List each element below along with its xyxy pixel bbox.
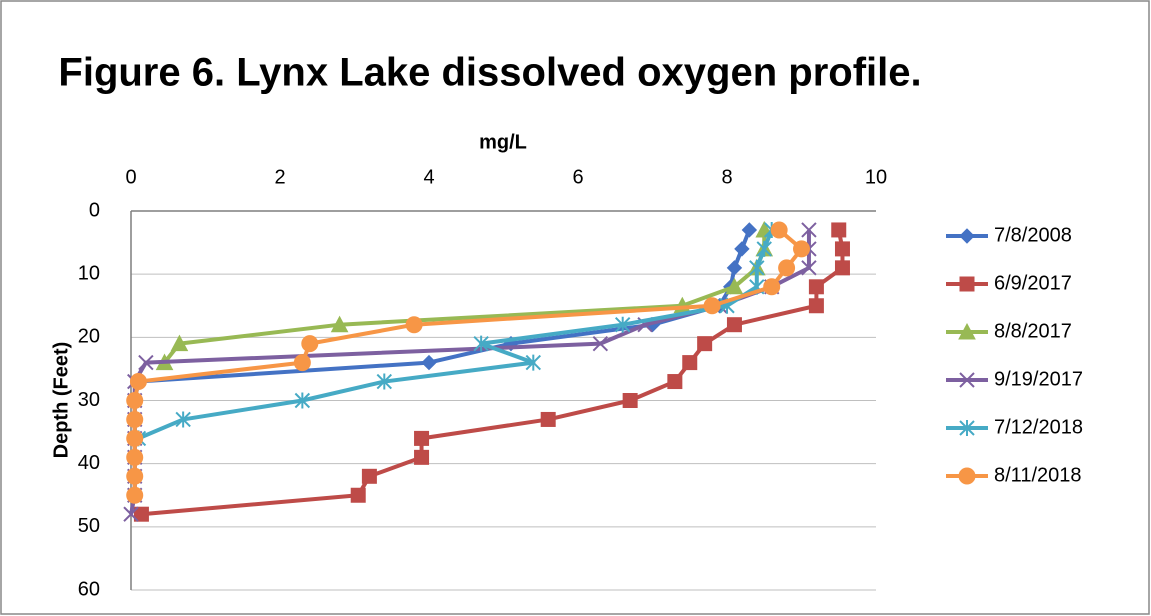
point <box>801 260 817 276</box>
legend-marker <box>959 228 975 244</box>
point <box>749 259 765 276</box>
point <box>725 277 744 295</box>
point <box>726 317 742 333</box>
legend-marker <box>959 372 975 388</box>
point <box>793 240 810 258</box>
series-line <box>141 229 845 517</box>
point <box>525 354 542 371</box>
point <box>741 222 758 238</box>
point <box>831 222 847 238</box>
chart-title: Figure 6. Lynx Lake dissolved oxygen pro… <box>58 51 921 95</box>
legend-label: 7/12/2018 <box>994 416 1083 438</box>
legend-label: 9/19/2017 <box>994 368 1083 390</box>
legend-label: 7/8/2008 <box>994 224 1072 246</box>
y-tick-label: 60 <box>78 578 100 600</box>
series-line <box>137 229 774 441</box>
x-tick-label: 10 <box>865 166 887 188</box>
x-tick-label: 4 <box>423 166 434 188</box>
point <box>667 374 683 390</box>
point <box>697 336 713 352</box>
point <box>350 487 366 503</box>
point <box>126 392 144 409</box>
legend-label: 8/8/2017 <box>994 320 1072 342</box>
point <box>126 448 144 466</box>
point <box>414 449 430 465</box>
point <box>592 335 609 352</box>
point <box>763 278 781 296</box>
point <box>126 467 144 485</box>
point <box>123 506 139 522</box>
point <box>808 279 824 295</box>
y-tick-label: 20 <box>78 326 100 348</box>
point <box>138 354 154 371</box>
point <box>778 259 796 277</box>
legend-label: 8/11/2018 <box>994 464 1082 486</box>
legend-label: 6/9/2017 <box>994 272 1072 294</box>
point <box>726 260 743 276</box>
point <box>170 334 189 352</box>
series <box>133 222 850 522</box>
point <box>540 411 556 427</box>
point <box>473 335 489 352</box>
y-tick-label: 50 <box>78 515 100 537</box>
point <box>175 411 191 428</box>
y-tick-label: 10 <box>78 262 100 284</box>
point <box>126 429 144 447</box>
y-tick-label: 0 <box>89 199 100 221</box>
point <box>293 354 311 372</box>
point <box>614 316 631 333</box>
point <box>808 298 824 314</box>
x-tick-label: 2 <box>274 166 285 188</box>
point <box>421 354 437 371</box>
point <box>622 393 638 408</box>
legend-marker <box>959 276 975 292</box>
point <box>294 392 311 409</box>
point <box>770 221 788 239</box>
point <box>330 315 349 333</box>
x-axis-title: mg/L <box>479 131 527 153</box>
point <box>834 260 850 276</box>
series <box>126 221 810 504</box>
point <box>756 240 772 257</box>
point <box>126 486 144 504</box>
point <box>405 316 423 334</box>
legend-marker <box>958 322 976 340</box>
point <box>129 373 147 391</box>
y-axis-title: Depth (Feet) <box>50 342 72 459</box>
x-tick-label: 6 <box>572 166 583 188</box>
point <box>414 430 430 446</box>
point <box>703 297 721 315</box>
x-tick-label: 8 <box>721 166 732 188</box>
y-tick-label: 30 <box>78 389 100 411</box>
point <box>734 241 750 257</box>
point <box>801 222 817 238</box>
x-tick-label: 0 <box>125 166 136 188</box>
point <box>301 335 319 353</box>
point <box>376 373 393 390</box>
legend-marker <box>958 467 976 485</box>
point <box>834 241 850 257</box>
legend-marker <box>959 420 975 436</box>
y-tick-label: 40 <box>78 452 100 474</box>
point <box>133 506 149 522</box>
point <box>682 355 698 371</box>
point <box>126 410 144 428</box>
point <box>361 468 377 484</box>
